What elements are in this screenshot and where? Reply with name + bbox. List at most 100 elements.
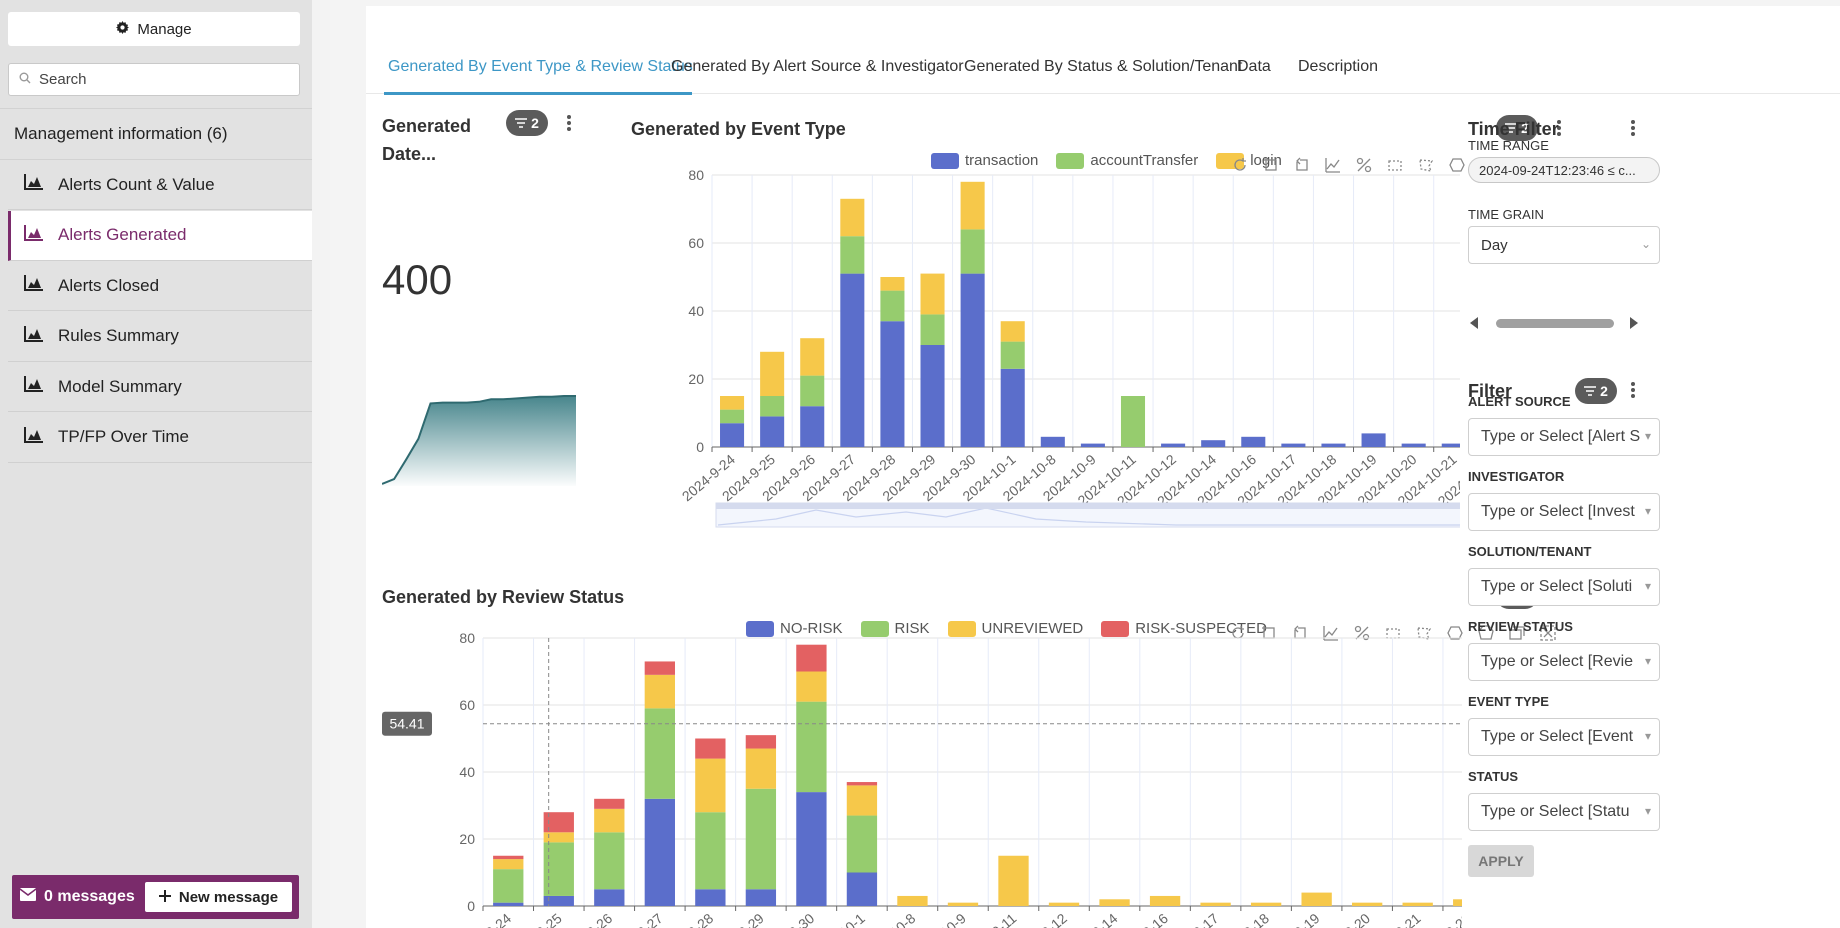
bar-segment[interactable] (543, 842, 574, 896)
legend-item[interactable]: RISK (860, 620, 930, 637)
sidebar-item-tp-fp-over-time[interactable]: TP/FP Over Time (8, 413, 312, 463)
legend-item[interactable]: accountTransfer (1056, 152, 1198, 169)
keep-selection-icon[interactable] (1445, 623, 1465, 643)
bar-segment[interactable] (695, 812, 726, 890)
bar-segment[interactable] (1120, 396, 1146, 447)
search-input[interactable]: Search (8, 63, 300, 96)
sidebar-item-rules-summary[interactable]: Rules Summary (8, 312, 312, 362)
manage-button[interactable]: Manage (8, 12, 300, 46)
bar-segment[interactable] (1149, 895, 1181, 906)
bar-segment[interactable] (1241, 436, 1266, 447)
bar-segment[interactable] (1352, 902, 1383, 906)
bar-segment[interactable] (745, 889, 777, 906)
refresh-icon[interactable] (1230, 155, 1250, 175)
bar-segment[interactable] (543, 895, 574, 906)
bar-segment[interactable] (960, 273, 985, 447)
bar-segment[interactable] (880, 290, 905, 322)
save-image-icon[interactable] (1538, 623, 1558, 643)
bar-segment[interactable] (846, 782, 878, 786)
bar-segment[interactable] (1200, 902, 1231, 906)
bar-segment[interactable] (796, 671, 827, 702)
bar-segment[interactable] (594, 808, 625, 833)
bar-segment[interactable] (493, 869, 524, 903)
bar-segment[interactable] (1080, 443, 1105, 447)
legend-item[interactable]: NO-RISK (746, 620, 843, 637)
bar-segment[interactable] (846, 785, 878, 816)
filter-badge[interactable]: 2 (1496, 115, 1538, 141)
bar-segment[interactable] (760, 416, 785, 447)
line-chart-icon[interactable] (1323, 155, 1343, 175)
apply-button[interactable]: APPLY (1468, 845, 1534, 877)
bar-segment[interactable] (960, 181, 985, 230)
rect-select-icon[interactable] (1383, 623, 1403, 643)
messages-count[interactable]: 0 messages (44, 888, 135, 905)
new-message-button[interactable]: New message (145, 882, 292, 912)
legend-item[interactable]: UNREVIEWED (947, 620, 1083, 637)
polygon-select-icon[interactable] (1416, 155, 1436, 175)
bar-segment[interactable] (720, 423, 745, 447)
filter-select-event-type[interactable]: Type or Select [Event ▾ (1468, 718, 1660, 756)
sidebar-item-alerts-generated[interactable]: Alerts Generated (8, 210, 312, 261)
bar-segment[interactable] (543, 832, 574, 843)
bar-segment[interactable] (720, 409, 745, 424)
more-options-icon[interactable] (1630, 380, 1636, 402)
bar-segment[interactable] (1441, 443, 1460, 447)
bar-segment[interactable] (695, 738, 726, 759)
bar-segment[interactable] (1040, 436, 1065, 447)
refresh-icon[interactable] (1228, 623, 1248, 643)
bar-segment[interactable] (880, 321, 905, 447)
filter-select-investigator[interactable]: Type or Select [Invest ▾ (1468, 493, 1660, 531)
bar-segment[interactable] (796, 792, 827, 906)
more-options-icon[interactable] (1556, 118, 1562, 140)
data-zoom-handle-bar[interactable] (716, 503, 1460, 509)
time-grain-select[interactable]: Day ⌄ (1468, 226, 1660, 264)
bar-segment[interactable] (920, 314, 945, 345)
tab-description[interactable]: Description (1298, 58, 1379, 75)
bar-segment[interactable] (644, 661, 675, 675)
tab-data[interactable]: Data (1237, 58, 1271, 75)
bar-segment[interactable] (644, 708, 675, 799)
bar-segment[interactable] (594, 798, 625, 809)
bar-segment[interactable] (1000, 321, 1025, 342)
bar-segment[interactable] (493, 855, 524, 860)
filter-select-solution-tenant[interactable]: Type or Select [Soluti ▾ (1468, 568, 1660, 606)
bar-segment[interactable] (1281, 443, 1306, 447)
bar-segment[interactable] (1401, 443, 1426, 447)
bar-segment[interactable] (543, 812, 574, 833)
bar-segment[interactable] (880, 277, 905, 291)
zoom-reset-icon[interactable] (1292, 155, 1312, 175)
time-range-pill[interactable]: 2024-09-24T12:23:46 ≤ c... (1468, 157, 1660, 183)
sidebar-item-model-summary[interactable]: Model Summary (8, 362, 312, 412)
bar-segment[interactable] (493, 902, 524, 906)
bar-segment[interactable] (745, 735, 777, 749)
bar-segment[interactable] (846, 815, 878, 873)
bar-segment[interactable] (644, 674, 675, 709)
bar-segment[interactable] (846, 872, 878, 907)
bar-segment[interactable] (1321, 443, 1346, 447)
bar-segment[interactable] (594, 832, 625, 890)
bar-segment[interactable] (800, 338, 825, 376)
bar-segment[interactable] (745, 748, 777, 789)
bar-segment[interactable] (745, 788, 777, 890)
bar-segment[interactable] (644, 798, 675, 906)
horizontal-scrollbar[interactable] (1468, 314, 1640, 332)
bar-segment[interactable] (796, 644, 827, 672)
bar-segment[interactable] (800, 375, 825, 407)
bar-segment[interactable] (840, 273, 865, 447)
keep-selection-icon[interactable] (1447, 155, 1467, 175)
bar-segment[interactable] (1201, 440, 1226, 447)
tab-event-type-review-status[interactable]: Generated By Event Type & Review Status (388, 58, 693, 75)
clear-selection-icon[interactable] (1476, 623, 1496, 643)
bar-segment[interactable] (1161, 443, 1186, 447)
bar-segment[interactable] (1250, 902, 1282, 906)
bar-segment[interactable] (1099, 899, 1130, 906)
filter-badge[interactable]: 2 (1575, 378, 1617, 404)
bar-segment[interactable] (594, 889, 625, 906)
bar-segment[interactable] (760, 396, 785, 417)
zoom-icon[interactable] (1261, 155, 1281, 175)
bar-segment[interactable] (800, 406, 825, 447)
bar-segment[interactable] (840, 236, 865, 274)
rect-select-icon[interactable] (1385, 155, 1405, 175)
polygon-select-icon[interactable] (1414, 623, 1434, 643)
sidebar-item-alerts-count-value[interactable]: Alerts Count & Value (8, 160, 312, 210)
